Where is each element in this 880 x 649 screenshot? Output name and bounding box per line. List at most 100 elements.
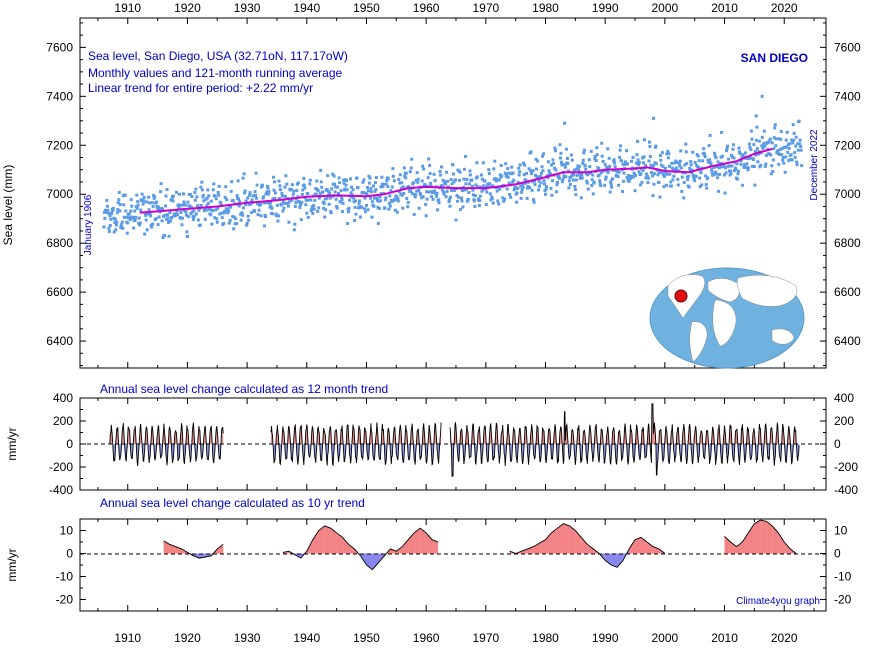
monthly-value-point — [634, 173, 638, 177]
bottom-plot-frame — [79, 518, 827, 612]
monthly-value-point — [563, 121, 567, 125]
bottom-axis-ticks: -20 -20 -10 -10 0 0 10 10 — [56, 518, 852, 612]
monthly-value-point — [593, 154, 597, 158]
monthly-value-point — [582, 151, 586, 155]
monthly-value-point — [540, 171, 544, 175]
monthly-value-point — [537, 179, 541, 183]
twelve-month-trend-area — [662, 444, 664, 462]
monthly-value-point — [462, 167, 466, 171]
monthly-value-point — [395, 210, 399, 214]
monthly-value-point — [480, 177, 484, 181]
bottom-panel-title: Annual sea level change calculated as 10… — [100, 496, 365, 510]
monthly-value-point — [572, 168, 576, 172]
monthly-value-point — [522, 161, 526, 165]
monthly-value-point — [433, 189, 437, 193]
monthly-value-point — [250, 211, 254, 215]
monthly-value-point — [790, 138, 794, 142]
monthly-value-point — [646, 181, 650, 185]
monthly-value-point — [349, 191, 353, 195]
monthly-value-point — [404, 176, 408, 180]
monthly-value-point — [227, 209, 231, 213]
monthly-value-point — [639, 172, 643, 176]
monthly-value-point — [787, 158, 791, 162]
monthly-value-point — [708, 133, 712, 137]
monthly-value-point — [163, 233, 167, 237]
monthly-value-point — [779, 130, 783, 134]
monthly-value-point — [697, 159, 701, 163]
monthly-value-point — [302, 183, 306, 187]
monthly-value-point — [525, 196, 529, 200]
ten-year-trend-area — [641, 537, 647, 554]
monthly-value-point — [605, 165, 609, 169]
monthly-value-point — [323, 215, 327, 219]
monthly-value-point — [708, 158, 712, 162]
monthly-value-point — [527, 167, 531, 171]
monthly-value-point — [198, 223, 202, 227]
monthly-value-point — [532, 200, 536, 204]
monthly-value-point — [561, 178, 565, 182]
monthly-value-point — [450, 188, 454, 192]
monthly-value-point — [669, 184, 673, 188]
monthly-value-point — [710, 168, 714, 172]
world-map-inset — [649, 267, 805, 369]
monthly-value-point — [393, 208, 397, 212]
monthly-value-point — [280, 191, 284, 195]
monthly-value-point — [333, 190, 337, 194]
monthly-value-point — [157, 205, 161, 209]
monthly-value-point — [113, 217, 117, 221]
monthly-value-point — [558, 143, 562, 147]
monthly-value-point — [370, 200, 374, 204]
ten-year-trend-line — [282, 525, 439, 571]
monthly-value-point — [378, 195, 382, 199]
monthly-value-point — [709, 161, 713, 165]
monthly-value-point — [337, 176, 341, 180]
monthly-value-point — [612, 158, 616, 162]
monthly-value-point — [493, 159, 497, 163]
monthly-value-point — [654, 144, 658, 148]
monthly-value-point — [271, 175, 275, 179]
monthly-value-point — [147, 195, 151, 199]
monthly-value-point — [785, 130, 789, 134]
monthly-value-point — [456, 195, 460, 199]
ten-year-trend-area — [432, 539, 439, 554]
monthly-value-point — [658, 154, 662, 158]
monthly-value-point — [388, 204, 392, 208]
monthly-value-point — [167, 234, 171, 238]
monthly-value-point — [609, 182, 613, 186]
monthly-value-point — [736, 169, 740, 173]
monthly-value-point — [693, 179, 697, 183]
ten-year-trend-area — [396, 546, 403, 554]
monthly-value-point — [598, 181, 602, 185]
monthly-value-point — [393, 197, 397, 201]
monthly-value-point — [345, 188, 349, 192]
y-tick-label-right: 7600 — [834, 40, 861, 54]
monthly-value-point — [439, 173, 443, 177]
monthly-value-point — [290, 183, 294, 187]
monthly-value-point — [714, 156, 718, 160]
monthly-value-point — [511, 180, 515, 184]
monthly-value-point — [226, 211, 230, 215]
twelve-month-trend-area — [750, 444, 751, 460]
monthly-value-point — [716, 176, 720, 180]
monthly-value-point — [286, 204, 290, 208]
monthly-value-point — [328, 196, 332, 200]
monthly-value-point — [768, 137, 772, 141]
monthly-value-point — [699, 170, 703, 174]
monthly-value-point — [783, 170, 787, 174]
monthly-value-point — [264, 214, 268, 218]
monthly-value-point — [729, 171, 733, 175]
monthly-value-point — [597, 173, 601, 177]
ten-year-trend-area — [342, 537, 349, 554]
monthly-value-point — [535, 167, 539, 171]
y-tick-label-left: 6400 — [46, 334, 73, 348]
monthly-value-point — [791, 141, 795, 145]
monthly-value-point — [635, 161, 639, 165]
monthly-value-point — [278, 188, 282, 192]
monthly-value-point — [712, 173, 716, 177]
monthly-value-point — [265, 190, 269, 194]
monthly-value-point — [703, 155, 707, 159]
monthly-value-point — [756, 160, 760, 164]
x-tick-label-bottom: 1950 — [353, 631, 380, 645]
monthly-value-point — [760, 135, 764, 139]
monthly-value-point — [270, 212, 274, 216]
